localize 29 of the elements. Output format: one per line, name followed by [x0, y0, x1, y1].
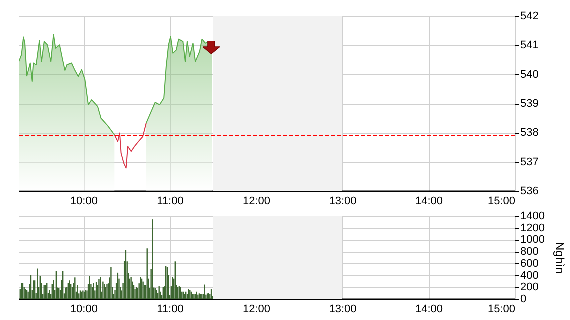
x-tick-label: 14:00	[415, 304, 444, 316]
y-tick-label: 1400	[520, 210, 545, 222]
x-tick-label: 10:00	[70, 196, 98, 208]
y-tick-label: 536	[520, 186, 539, 198]
y-tick-label: 600	[520, 258, 539, 270]
y-tick-label: 542	[520, 10, 539, 22]
y-tick-label: 200	[520, 282, 539, 294]
x-tick-label: 15:00	[488, 196, 516, 208]
line-series	[114, 122, 147, 169]
x-tick-label: 11:00	[157, 304, 184, 316]
y-tick-label: 539	[520, 98, 539, 110]
y-tick-label: 540	[520, 68, 539, 81]
y-axis-title: Nghìn	[552, 242, 567, 274]
y-tick-label: 0	[520, 294, 527, 306]
y-tick-label: 1200	[520, 222, 545, 234]
y-tick-label: 400	[520, 270, 539, 282]
y-tick-label: 800	[520, 246, 539, 258]
x-tick-label: 15:00	[488, 304, 516, 316]
x-tick-label: 13:00	[329, 196, 357, 208]
x-tick-label: 11:00	[157, 196, 184, 208]
x-tick-label: 14:00	[415, 196, 444, 208]
y-tick-label: 541	[520, 40, 539, 52]
x-tick-label: 12:00	[242, 304, 270, 316]
x-tick-label: 12:00	[242, 196, 270, 208]
x-tick-label: 10:00	[70, 304, 98, 316]
y-tick-label: 537	[520, 156, 539, 168]
y-tick-label: 1000	[520, 234, 545, 246]
x-tick-label: 13:00	[329, 304, 357, 316]
y-tick-label: 538	[520, 127, 539, 140]
